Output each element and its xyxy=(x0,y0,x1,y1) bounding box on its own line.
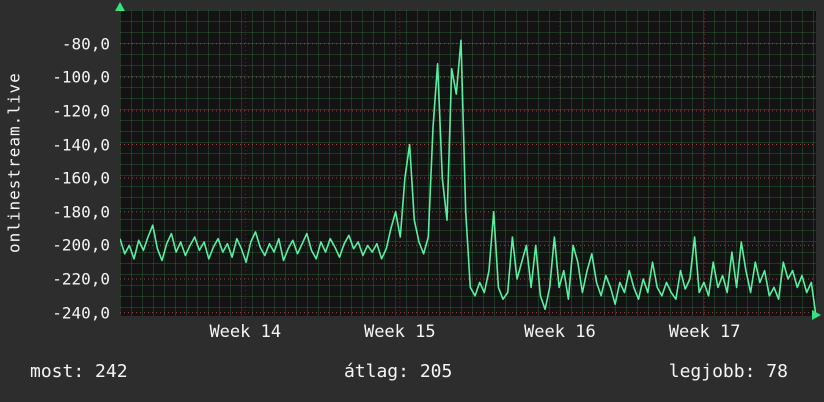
stat-average: átlag: 205 xyxy=(344,361,452,382)
stat-best-label: legjobb: xyxy=(668,361,756,382)
y-tick-label: -140,0 xyxy=(52,135,110,154)
stat-most-value: 242 xyxy=(95,361,128,382)
x-axis-arrow-right-icon xyxy=(812,310,821,320)
y-axis-arrow-up-icon xyxy=(115,2,125,11)
stat-best-value: 78 xyxy=(766,361,788,382)
x-tick-label: Week 15 xyxy=(363,322,436,342)
stats-row: most: 242 átlag: 205 legjobb: 78 xyxy=(0,361,824,382)
y-tick-label: -160,0 xyxy=(52,168,110,188)
plot-area xyxy=(115,2,821,320)
x-tick-label: Week 17 xyxy=(668,322,741,342)
x-axis-tick-labels: Week 14 Week 15 Week 16 Week 17 xyxy=(120,322,816,346)
x-tick-label: Week 16 xyxy=(524,322,596,342)
y-tick-label: -80,0 xyxy=(61,34,110,54)
stat-most: most: 242 xyxy=(30,361,128,382)
y-tick-label: -220,0 xyxy=(52,269,110,289)
stat-most-label: most: xyxy=(30,361,85,382)
stat-best: legjobb: 78 xyxy=(669,361,788,382)
stat-average-value: 205 xyxy=(419,361,453,382)
y-tick-label: -180,0 xyxy=(52,202,110,222)
line-chart xyxy=(120,10,816,316)
y-tick-label: -100,0 xyxy=(52,67,110,87)
x-tick-label: Week 14 xyxy=(209,322,282,342)
y-tick-label: -200,0 xyxy=(52,235,110,255)
y-axis-tick-labels: -80,0 -100,0 -120,0 -140,0 -160,0 -180,0 -200,… xyxy=(0,10,112,322)
y-tick-label: -120,0 xyxy=(52,101,110,121)
stat-average-label: átlag: xyxy=(343,361,409,382)
y-tick-label: -240,0 xyxy=(52,303,110,323)
